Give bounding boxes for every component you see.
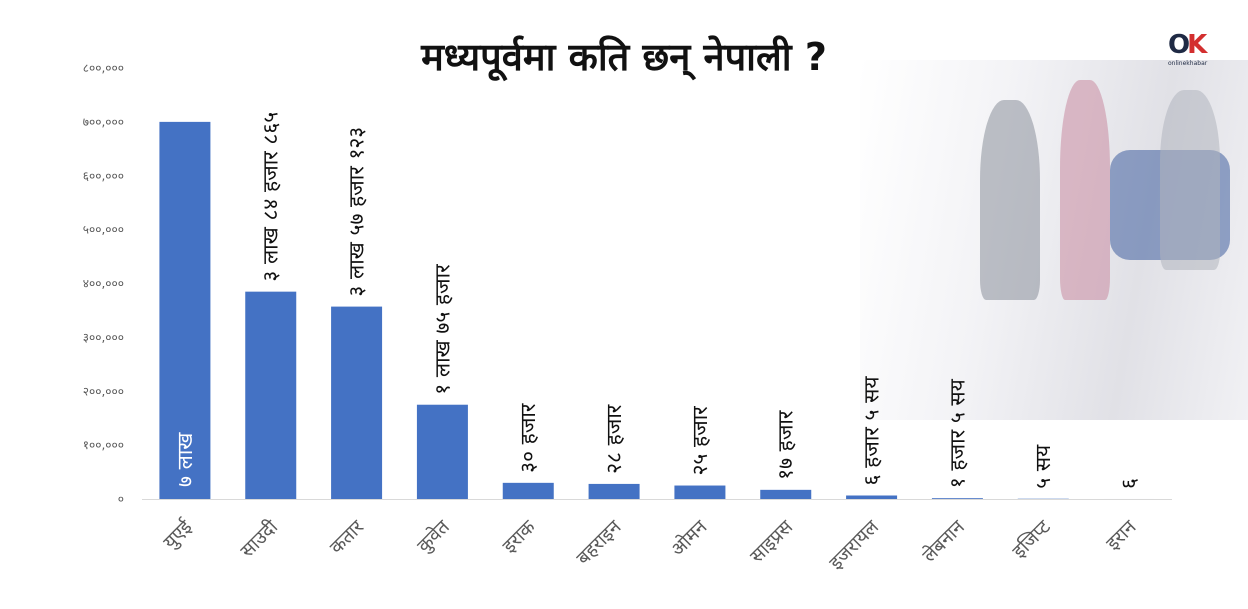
y-tick-label: ६००,०००	[83, 169, 124, 183]
data-label: ६	[1117, 478, 1141, 489]
data-label: १७ हजार	[774, 410, 798, 480]
bar	[846, 495, 898, 499]
bar	[931, 498, 983, 499]
bar	[674, 485, 726, 499]
y-tick-label: ७००,०००	[83, 115, 124, 129]
x-tick-label: साइप्रस	[746, 515, 798, 567]
x-tick-label: कुवेत	[412, 514, 455, 557]
bar	[159, 121, 211, 499]
x-tick-label: युएई	[158, 515, 198, 555]
x-tick-label: बहराइन	[572, 516, 626, 570]
data-label: १ लाख ७५ हजार	[430, 264, 454, 395]
data-label: ३० हजार	[516, 403, 540, 473]
x-tick-label: लेबनान	[918, 515, 970, 567]
y-tick-label: ०	[118, 492, 124, 506]
x-tick-label: इजिप्ट	[1007, 515, 1055, 563]
bar	[760, 489, 812, 499]
onlinekhabar-logo: OK onlinekhabar	[1168, 30, 1208, 67]
data-label: १ हजार ५ सय	[945, 378, 969, 488]
chart-title: मध्यपूर्वमा कति छन् नेपाली ?	[421, 35, 827, 79]
x-tick-label: इजरायल	[825, 515, 884, 574]
data-label: २८ हजार	[602, 404, 626, 474]
y-tick-label: ५००,०००	[83, 223, 124, 237]
y-tick-label: ३००,०००	[83, 330, 124, 344]
data-label: ७ लाख	[173, 432, 197, 487]
x-tick-label: इराक	[498, 516, 540, 558]
bar	[245, 291, 297, 499]
y-tick-label: १००,०००	[83, 438, 124, 452]
data-label: ३ लाख ५७ हजार १२३	[345, 127, 369, 297]
x-tick-label: इरान	[1102, 516, 1141, 555]
background-photo	[860, 60, 1248, 420]
bar	[416, 404, 468, 499]
x-tick-label: ओमन	[666, 515, 712, 561]
y-tick-label: २००,०००	[83, 384, 124, 398]
data-label: ६ हजार ५ सय	[860, 376, 884, 486]
bar	[588, 483, 640, 499]
x-tick-label: साउदी	[235, 515, 283, 563]
bar	[502, 482, 554, 499]
data-label: ५ सय	[1031, 444, 1055, 489]
data-label: २५ हजार	[688, 406, 712, 476]
data-label: ३ लाख ८४ हजार ८६५	[259, 112, 283, 282]
bar	[331, 306, 383, 499]
y-tick-label: ८००,०००	[83, 61, 124, 75]
x-tick-label: कतार	[326, 515, 369, 558]
y-tick-label: ४००,०००	[83, 277, 124, 291]
